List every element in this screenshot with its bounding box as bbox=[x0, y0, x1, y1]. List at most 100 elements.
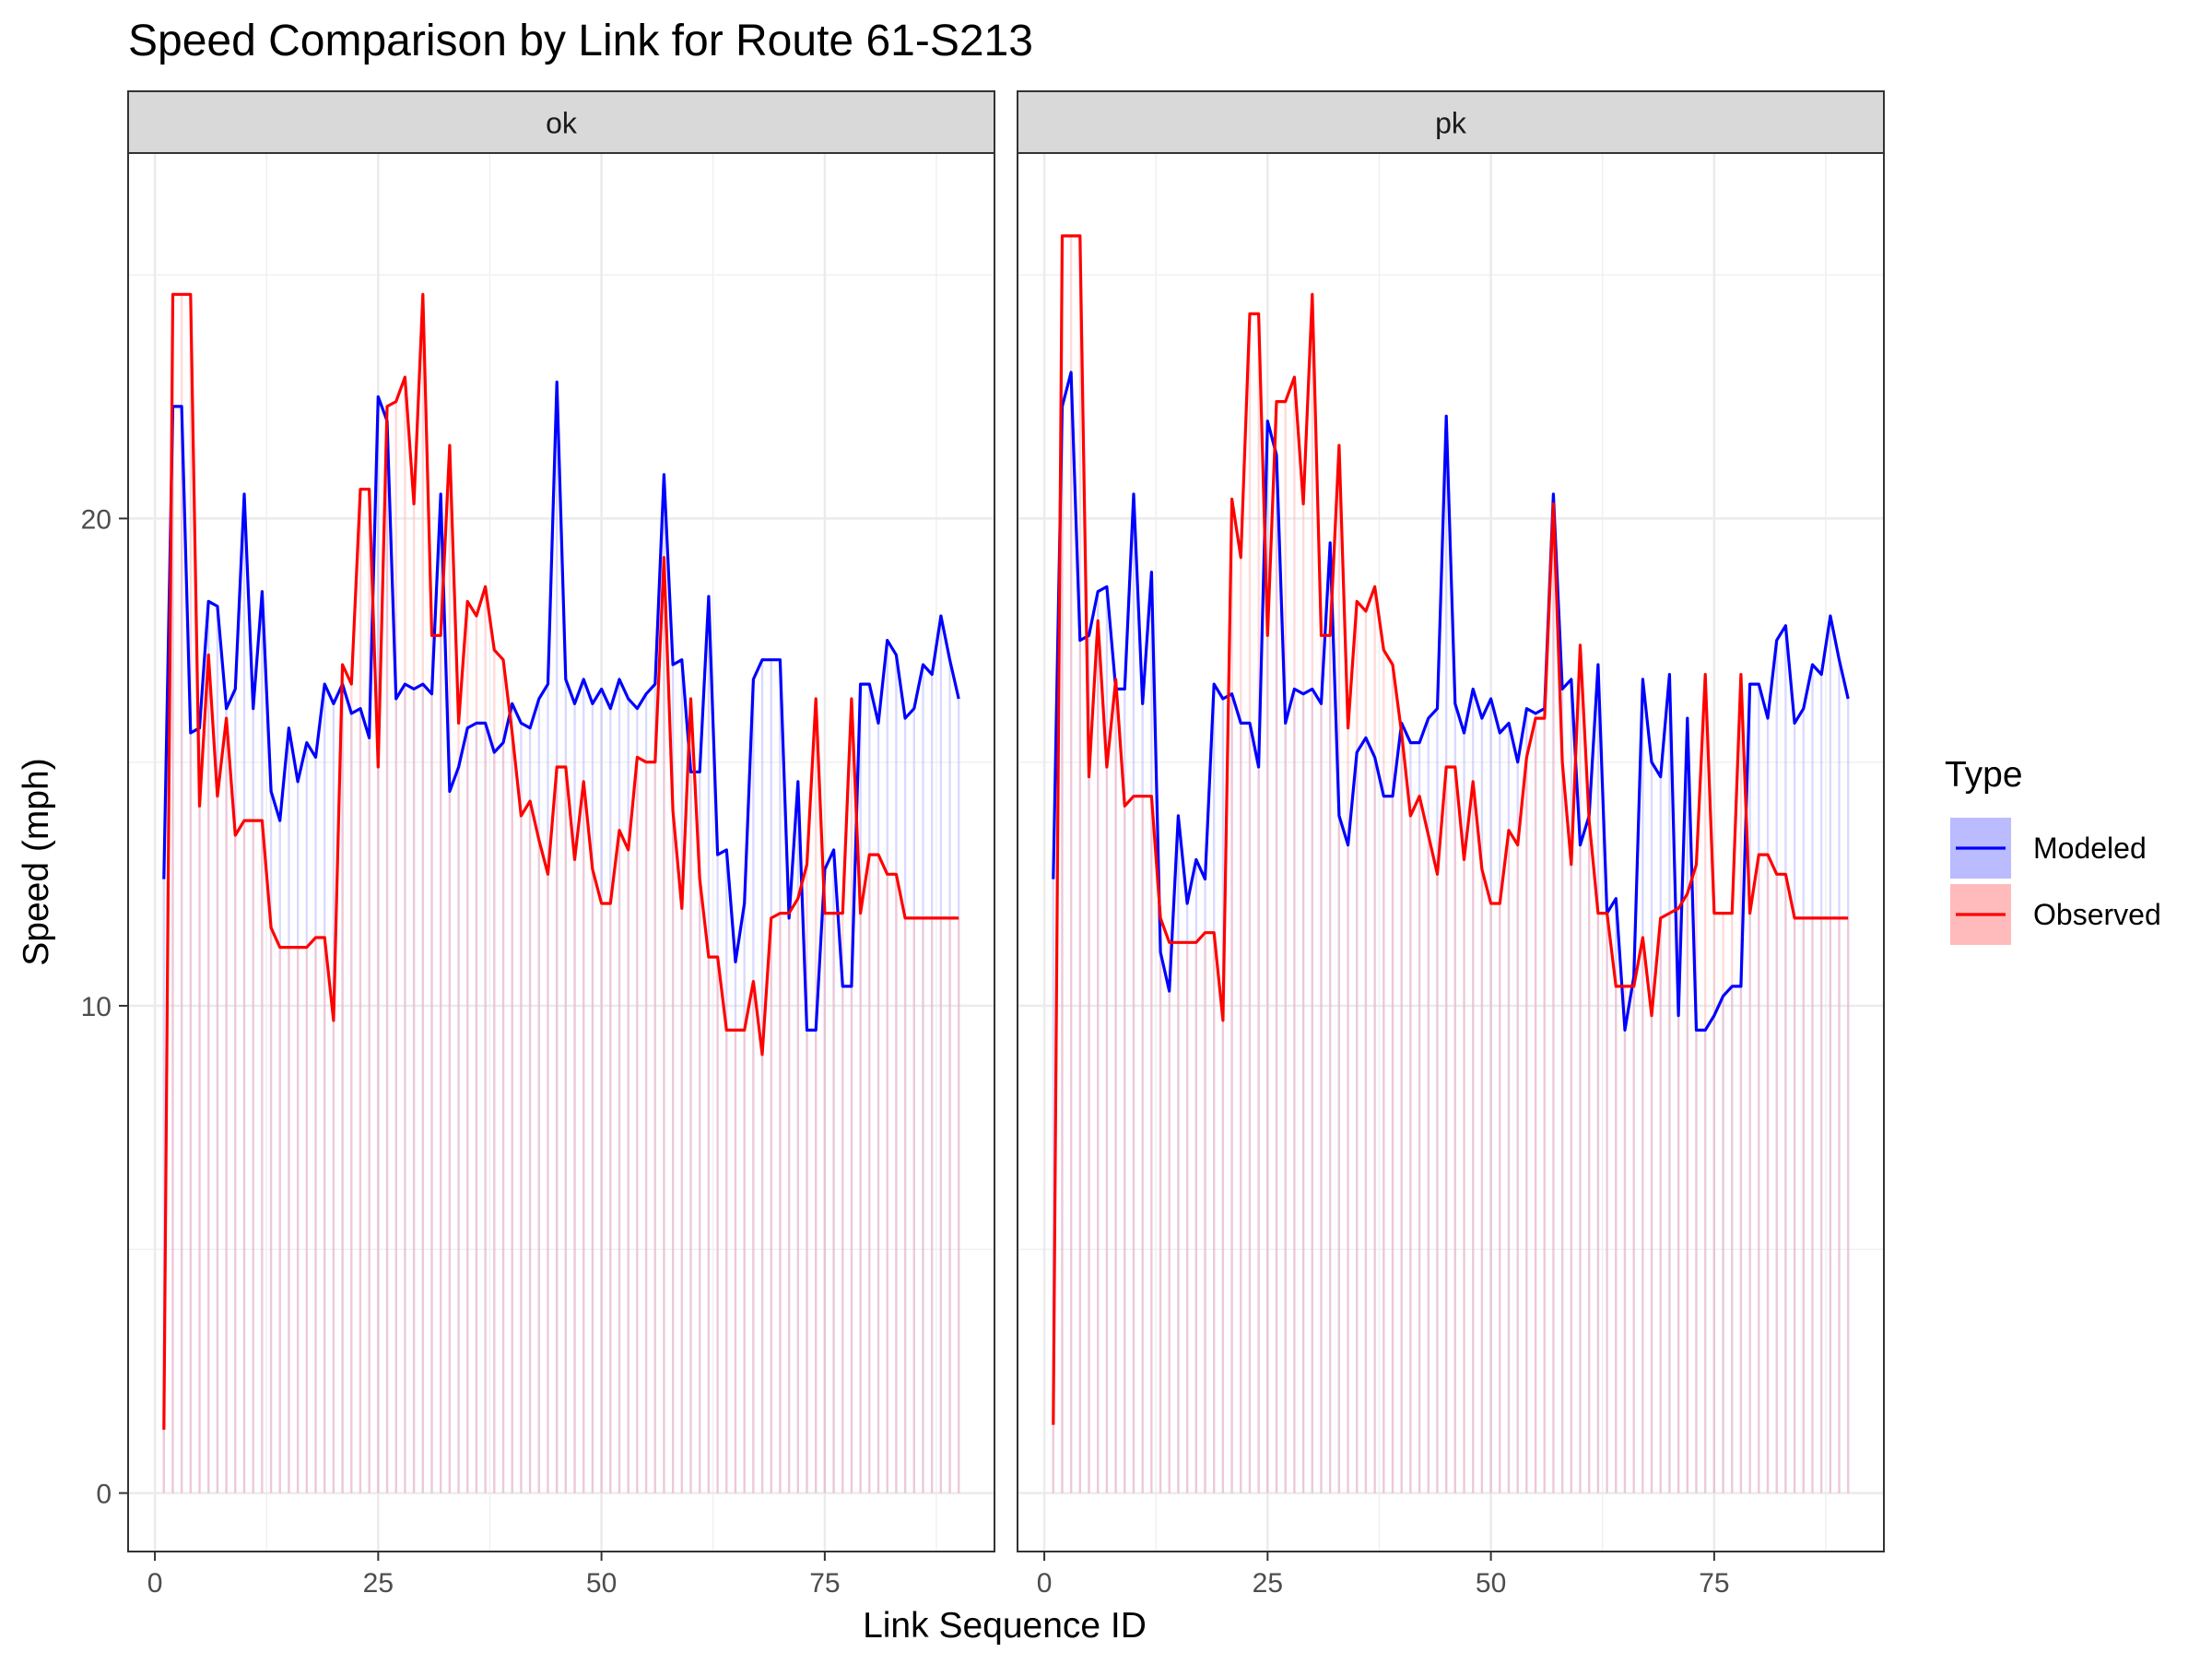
chart-title: Speed Comparison by Link for Route 61-S2… bbox=[128, 17, 1033, 65]
bar-observed bbox=[734, 1030, 737, 1493]
bar-observed bbox=[636, 757, 639, 1493]
x-tick-label: 50 bbox=[1476, 1568, 1506, 1599]
bar-observed bbox=[1132, 796, 1135, 1493]
bar-observed bbox=[421, 294, 424, 1493]
bar-observed bbox=[314, 938, 317, 1493]
bar-observed bbox=[1400, 733, 1403, 1493]
bar-observed bbox=[1784, 874, 1787, 1493]
panel-border bbox=[127, 152, 995, 1552]
bar-observed bbox=[671, 810, 675, 1493]
bar-observed bbox=[644, 761, 648, 1493]
facet-strip-label: ok bbox=[546, 107, 578, 140]
bar-observed bbox=[1499, 903, 1501, 1493]
bar-observed bbox=[278, 947, 281, 1493]
bars-observed bbox=[1052, 235, 1850, 1493]
bar-observed bbox=[1722, 913, 1724, 1493]
bar-observed bbox=[555, 767, 559, 1493]
bar-observed bbox=[341, 665, 344, 1493]
bar-observed bbox=[886, 874, 888, 1493]
bar-observed bbox=[1364, 610, 1368, 1493]
bar-observed bbox=[1758, 855, 1760, 1493]
bar-observed bbox=[1337, 445, 1341, 1493]
bar-observed bbox=[1695, 864, 1698, 1493]
bar-observed bbox=[743, 1030, 746, 1493]
bar-observed bbox=[931, 917, 934, 1493]
bar-observed bbox=[1606, 913, 1608, 1493]
series-line-modeled bbox=[1052, 371, 1850, 1033]
bar-observed bbox=[1114, 679, 1117, 1493]
bar-observed bbox=[368, 489, 371, 1493]
bar-observed bbox=[1204, 932, 1206, 1493]
y-tick-label: 10 bbox=[81, 992, 112, 1022]
bar-observed bbox=[1641, 938, 1644, 1493]
bar-observed bbox=[1257, 313, 1260, 1493]
bar-observed bbox=[1453, 767, 1457, 1493]
bar-observed bbox=[1141, 796, 1144, 1493]
bar-observed bbox=[912, 917, 915, 1493]
facet-panel-pk: pk 0 25 50 75 bbox=[1017, 90, 1885, 1599]
bar-observed bbox=[1775, 874, 1778, 1493]
bar-observed bbox=[198, 806, 201, 1493]
bar-observed bbox=[806, 864, 808, 1493]
bar-observed bbox=[234, 835, 237, 1493]
legend-title: Type bbox=[1945, 755, 2023, 795]
bar-observed bbox=[1356, 601, 1359, 1493]
bar-observed bbox=[511, 733, 513, 1493]
bar-observed bbox=[1677, 908, 1680, 1493]
bar-observed bbox=[815, 699, 818, 1493]
bar-observed bbox=[305, 947, 308, 1493]
bar-observed bbox=[484, 586, 487, 1493]
bar-observed bbox=[760, 1054, 764, 1493]
bar-observed bbox=[385, 406, 389, 1493]
bar-observed bbox=[1052, 1424, 1054, 1493]
bar-observed bbox=[1088, 776, 1090, 1493]
bar-observed bbox=[269, 927, 273, 1493]
bar-observed bbox=[404, 377, 406, 1493]
bar-observed bbox=[868, 855, 871, 1493]
bar-observed bbox=[1124, 806, 1126, 1493]
bar-observed bbox=[1409, 815, 1412, 1493]
bar-observed bbox=[1373, 586, 1376, 1493]
bar-modeled bbox=[162, 879, 165, 1493]
x-axis-label: Link Sequence ID bbox=[863, 1606, 1147, 1646]
bar-observed bbox=[171, 294, 174, 1493]
bar-observed bbox=[1444, 767, 1448, 1493]
bar-observed bbox=[1382, 650, 1385, 1493]
legend-items: Modeled Observed bbox=[1950, 818, 2161, 945]
bar-observed bbox=[1177, 942, 1180, 1493]
bar-observed bbox=[1668, 913, 1671, 1493]
bar-observed bbox=[493, 650, 496, 1493]
bar-observed bbox=[663, 557, 665, 1493]
bar-observed bbox=[1480, 869, 1484, 1493]
bar-observed bbox=[1570, 864, 1572, 1493]
bar-observed bbox=[1347, 727, 1349, 1493]
legend-item-modeled: Modeled bbox=[1950, 818, 2147, 879]
bar-observed bbox=[1615, 985, 1618, 1493]
facet-strip-label: pk bbox=[1435, 107, 1467, 140]
bar-observed bbox=[242, 820, 246, 1493]
bar-observed bbox=[707, 957, 711, 1493]
bar-observed bbox=[466, 601, 469, 1493]
bar-observed bbox=[1061, 235, 1064, 1493]
bar-observed bbox=[252, 820, 254, 1493]
bar-observed bbox=[1623, 985, 1627, 1493]
bar-observed bbox=[1248, 313, 1252, 1493]
bar-observed bbox=[1811, 917, 1814, 1493]
bar-observed bbox=[1150, 796, 1153, 1493]
bar-observed bbox=[653, 761, 656, 1493]
bar-observed bbox=[922, 917, 924, 1493]
legend-item-label: Observed bbox=[2033, 898, 2161, 931]
bar-observed bbox=[1472, 781, 1475, 1493]
x-tick-label: 25 bbox=[363, 1568, 394, 1599]
bar-observed bbox=[1168, 942, 1171, 1493]
plot-background bbox=[128, 153, 994, 1552]
x-tick-label: 0 bbox=[1037, 1568, 1053, 1599]
bar-observed bbox=[725, 1030, 728, 1493]
bar-observed bbox=[288, 947, 290, 1493]
bar-observed bbox=[1766, 855, 1770, 1493]
bar-observed bbox=[1489, 903, 1492, 1493]
bar-observed bbox=[618, 830, 621, 1493]
bar-observed bbox=[1221, 1020, 1225, 1493]
